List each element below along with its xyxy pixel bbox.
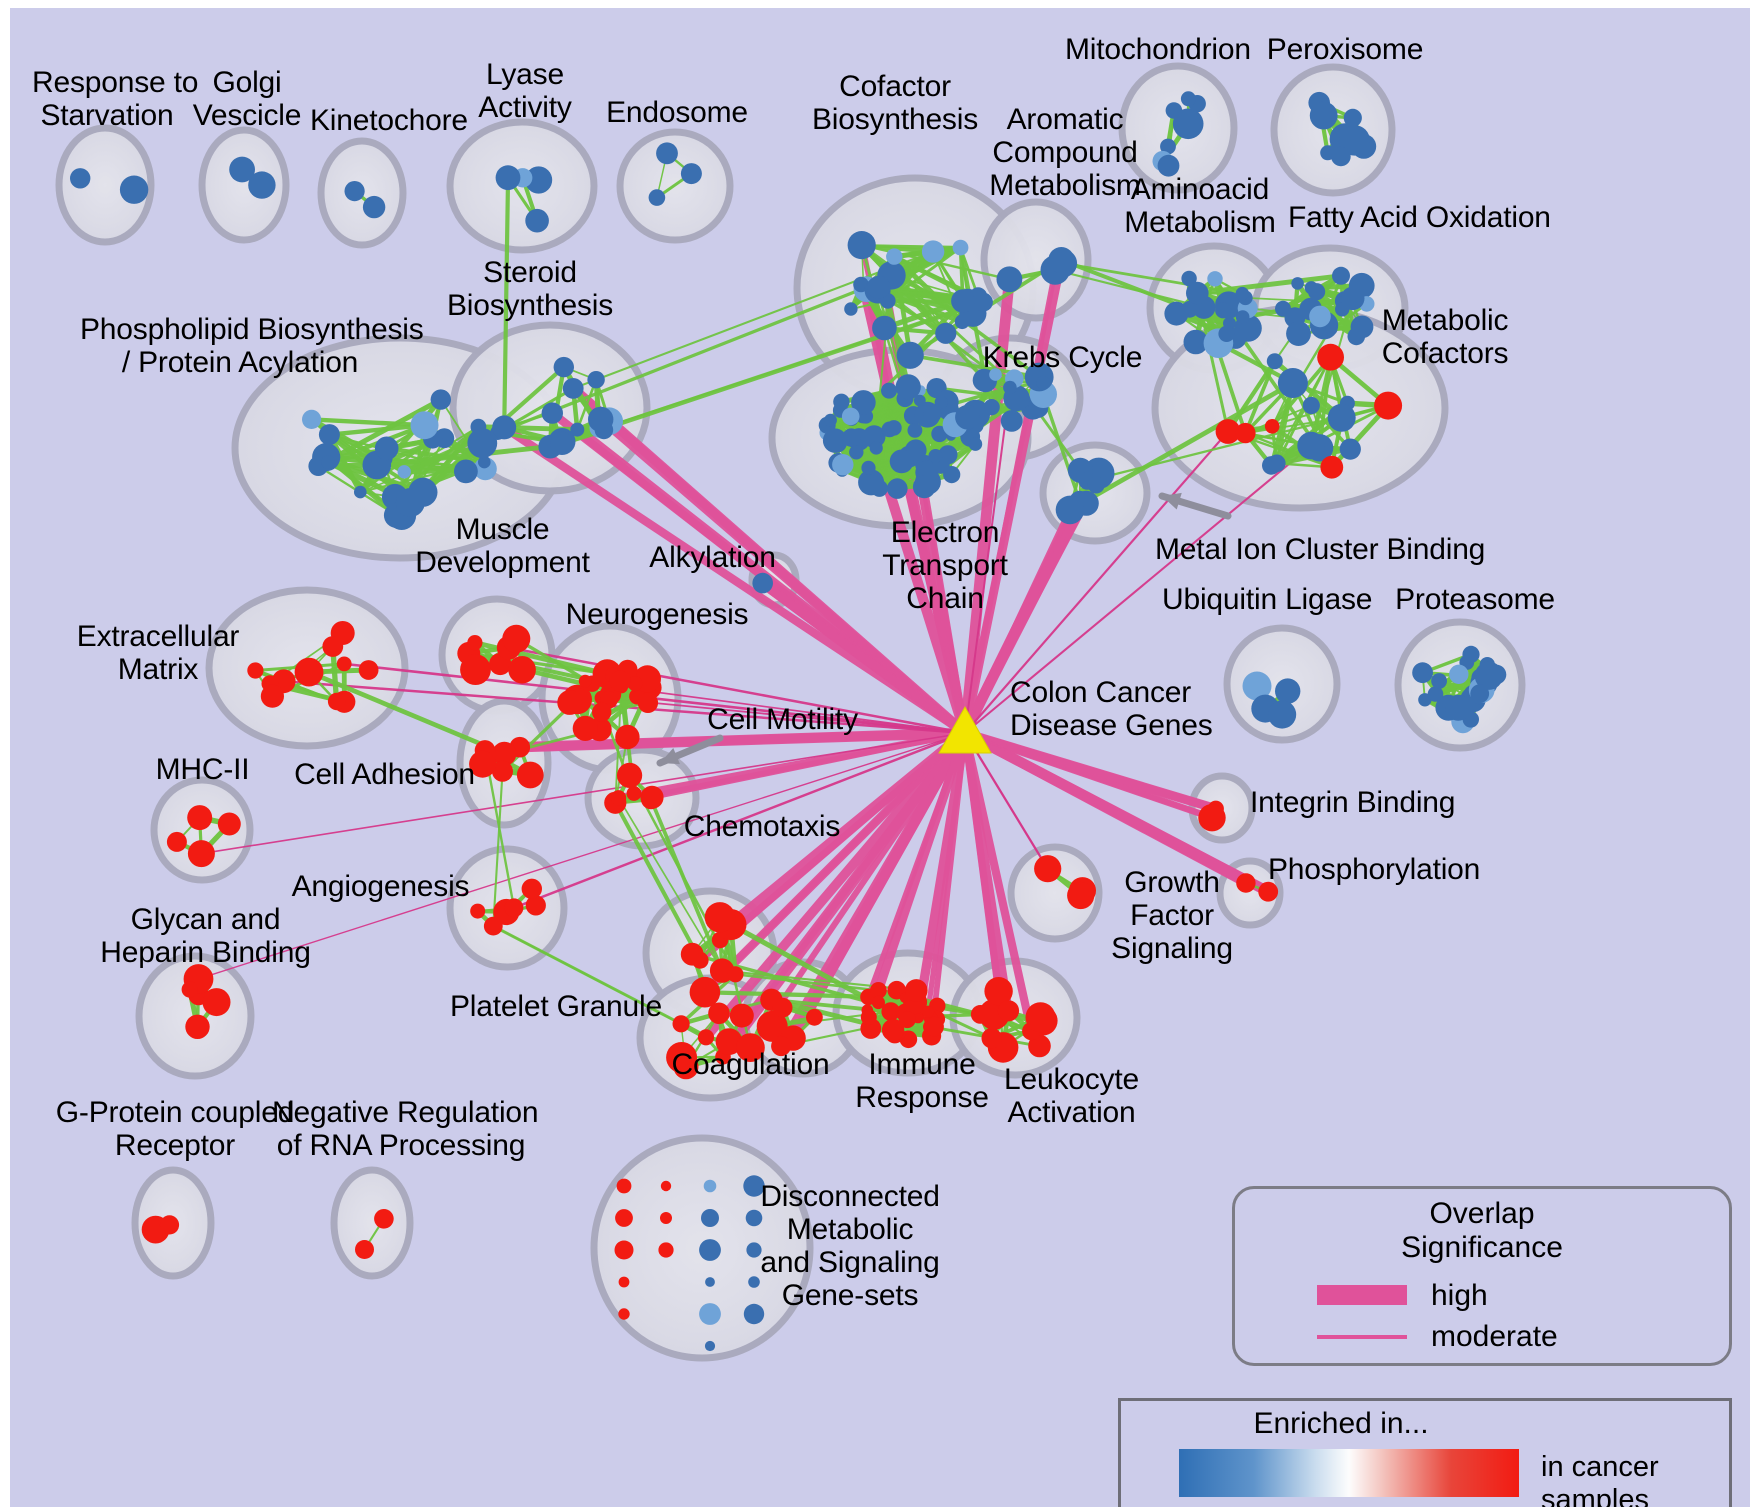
cluster-label-cofactor-biosynthesis: Cofactor Biosynthesis bbox=[811, 70, 978, 136]
cluster-label-phospholipid-biosynthesis: Phospholipid Biosynthesis / Protein Acyl… bbox=[80, 313, 424, 379]
network-svg bbox=[55, 62, 1526, 1362]
cluster-label-golgi-vesicle: Golgi Vescicle bbox=[192, 66, 302, 132]
cluster-label-steroid-biosynthesis: Steroid Biosynthesis bbox=[446, 256, 613, 322]
cluster-label-alkylation: Alkylation bbox=[649, 541, 776, 574]
cluster-label-endosome: Endosome bbox=[606, 96, 748, 129]
cluster-label-disconnected-gene-sets: Disconnected Metabolic and Signaling Gen… bbox=[760, 1180, 940, 1312]
cluster-label-cell-adhesion: Cell Adhesion bbox=[294, 758, 475, 791]
overlap-high-swatch bbox=[1317, 1285, 1407, 1305]
cluster-label-lyase-activity: Lyase Activity bbox=[478, 58, 572, 124]
cluster-label-coagulation: Coagulation bbox=[671, 1048, 830, 1081]
cluster-label-immune-response: Immune Response bbox=[855, 1048, 989, 1114]
cluster-label-cell-motility: Cell Motility bbox=[707, 703, 858, 736]
enrichment-colorbar bbox=[1179, 1449, 1519, 1497]
enrichment-legend-title: Enriched in... bbox=[1253, 1407, 1429, 1440]
cluster-label-angiogenesis: Angiogenesis bbox=[291, 870, 470, 903]
cluster-label-ubiquitin-ligase: Ubiquitin Ligase bbox=[1162, 583, 1373, 616]
enrichment-side-text: in cancersamplesvs. controls bbox=[1541, 1451, 1659, 1507]
cluster-label-aminoacid-metabolism: Aminoacid Metabolism bbox=[1124, 173, 1276, 239]
enrichment-legend: Enriched in... Down Up in cancersamplesv… bbox=[1118, 1398, 1732, 1507]
cluster-label-krebs-cycle: Krebs Cycle bbox=[982, 341, 1143, 374]
cluster-label-extracellular-matrix: Extracellular Matrix bbox=[76, 620, 240, 686]
cluster-label-phosphorylation: Phosphorylation bbox=[1268, 853, 1481, 886]
cluster-label-neurogenesis: Neurogenesis bbox=[565, 598, 749, 631]
cluster-label-glycan-heparin-binding: Glycan and Heparin Binding bbox=[100, 903, 311, 969]
overlap-moderate-swatch bbox=[1317, 1335, 1407, 1339]
cluster-label-aromatic-compound-metabolism: Aromatic Compound Metabolism bbox=[989, 103, 1141, 202]
cluster-label-mitochondrion: Mitochondrion bbox=[1065, 33, 1251, 66]
enrichment-low-label: Down bbox=[1177, 1503, 1254, 1507]
overlap-high-label: high bbox=[1431, 1279, 1488, 1312]
enrichment-high-label: Up bbox=[1461, 1503, 1499, 1507]
cluster-label-metabolic-cofactors: Metabolic Cofactors bbox=[1381, 304, 1509, 370]
cluster-label-mhc-ii: MHC-II bbox=[155, 753, 250, 786]
hub-node-label: Colon Cancer Disease Genes bbox=[1010, 676, 1213, 742]
cluster-label-peroxisome: Peroxisome bbox=[1266, 33, 1424, 66]
cluster-label-growth-factor-signaling: Growth Factor Signaling bbox=[1111, 866, 1233, 965]
overlap-moderate-label: moderate bbox=[1431, 1320, 1558, 1353]
cluster-label-integrin-binding: Integrin Binding bbox=[1250, 786, 1456, 819]
cluster-label-metal-ion-cluster-binding: Metal Ion Cluster Binding bbox=[1155, 533, 1486, 566]
cluster-label-chemotaxis: Chemotaxis bbox=[683, 810, 841, 843]
overlap-legend-title: Overlap Significance bbox=[1401, 1197, 1563, 1264]
cluster-label-proteasome: Proteasome bbox=[1395, 583, 1555, 616]
cluster-label-electron-transport-chain: Electron Transport Chain bbox=[882, 516, 1008, 615]
cluster-label-leukocyte-activation: Leukocyte Activation bbox=[1004, 1063, 1139, 1129]
cluster-label-negative-regulation-rna: Negative Regulation of RNA Processing bbox=[272, 1096, 539, 1162]
overlap-significance-legend: Overlap Significance high moderate bbox=[1232, 1186, 1732, 1366]
cluster-label-platelet-granule: Platelet Granule bbox=[450, 990, 662, 1023]
network-panel: Overlap Significance high moderate Enrich… bbox=[10, 8, 1750, 1507]
cluster-label-g-protein-coupled-receptor: G-Protein coupled Receptor bbox=[55, 1096, 295, 1162]
cluster-label-response-to-starvation: Response to Starvation bbox=[32, 66, 199, 132]
cluster-label-muscle-development: Muscle Development bbox=[415, 513, 590, 579]
cluster-label-fatty-acid-oxidation: Fatty Acid Oxidation bbox=[1288, 201, 1551, 234]
cluster-label-kinetochore: Kinetochore bbox=[310, 104, 468, 137]
